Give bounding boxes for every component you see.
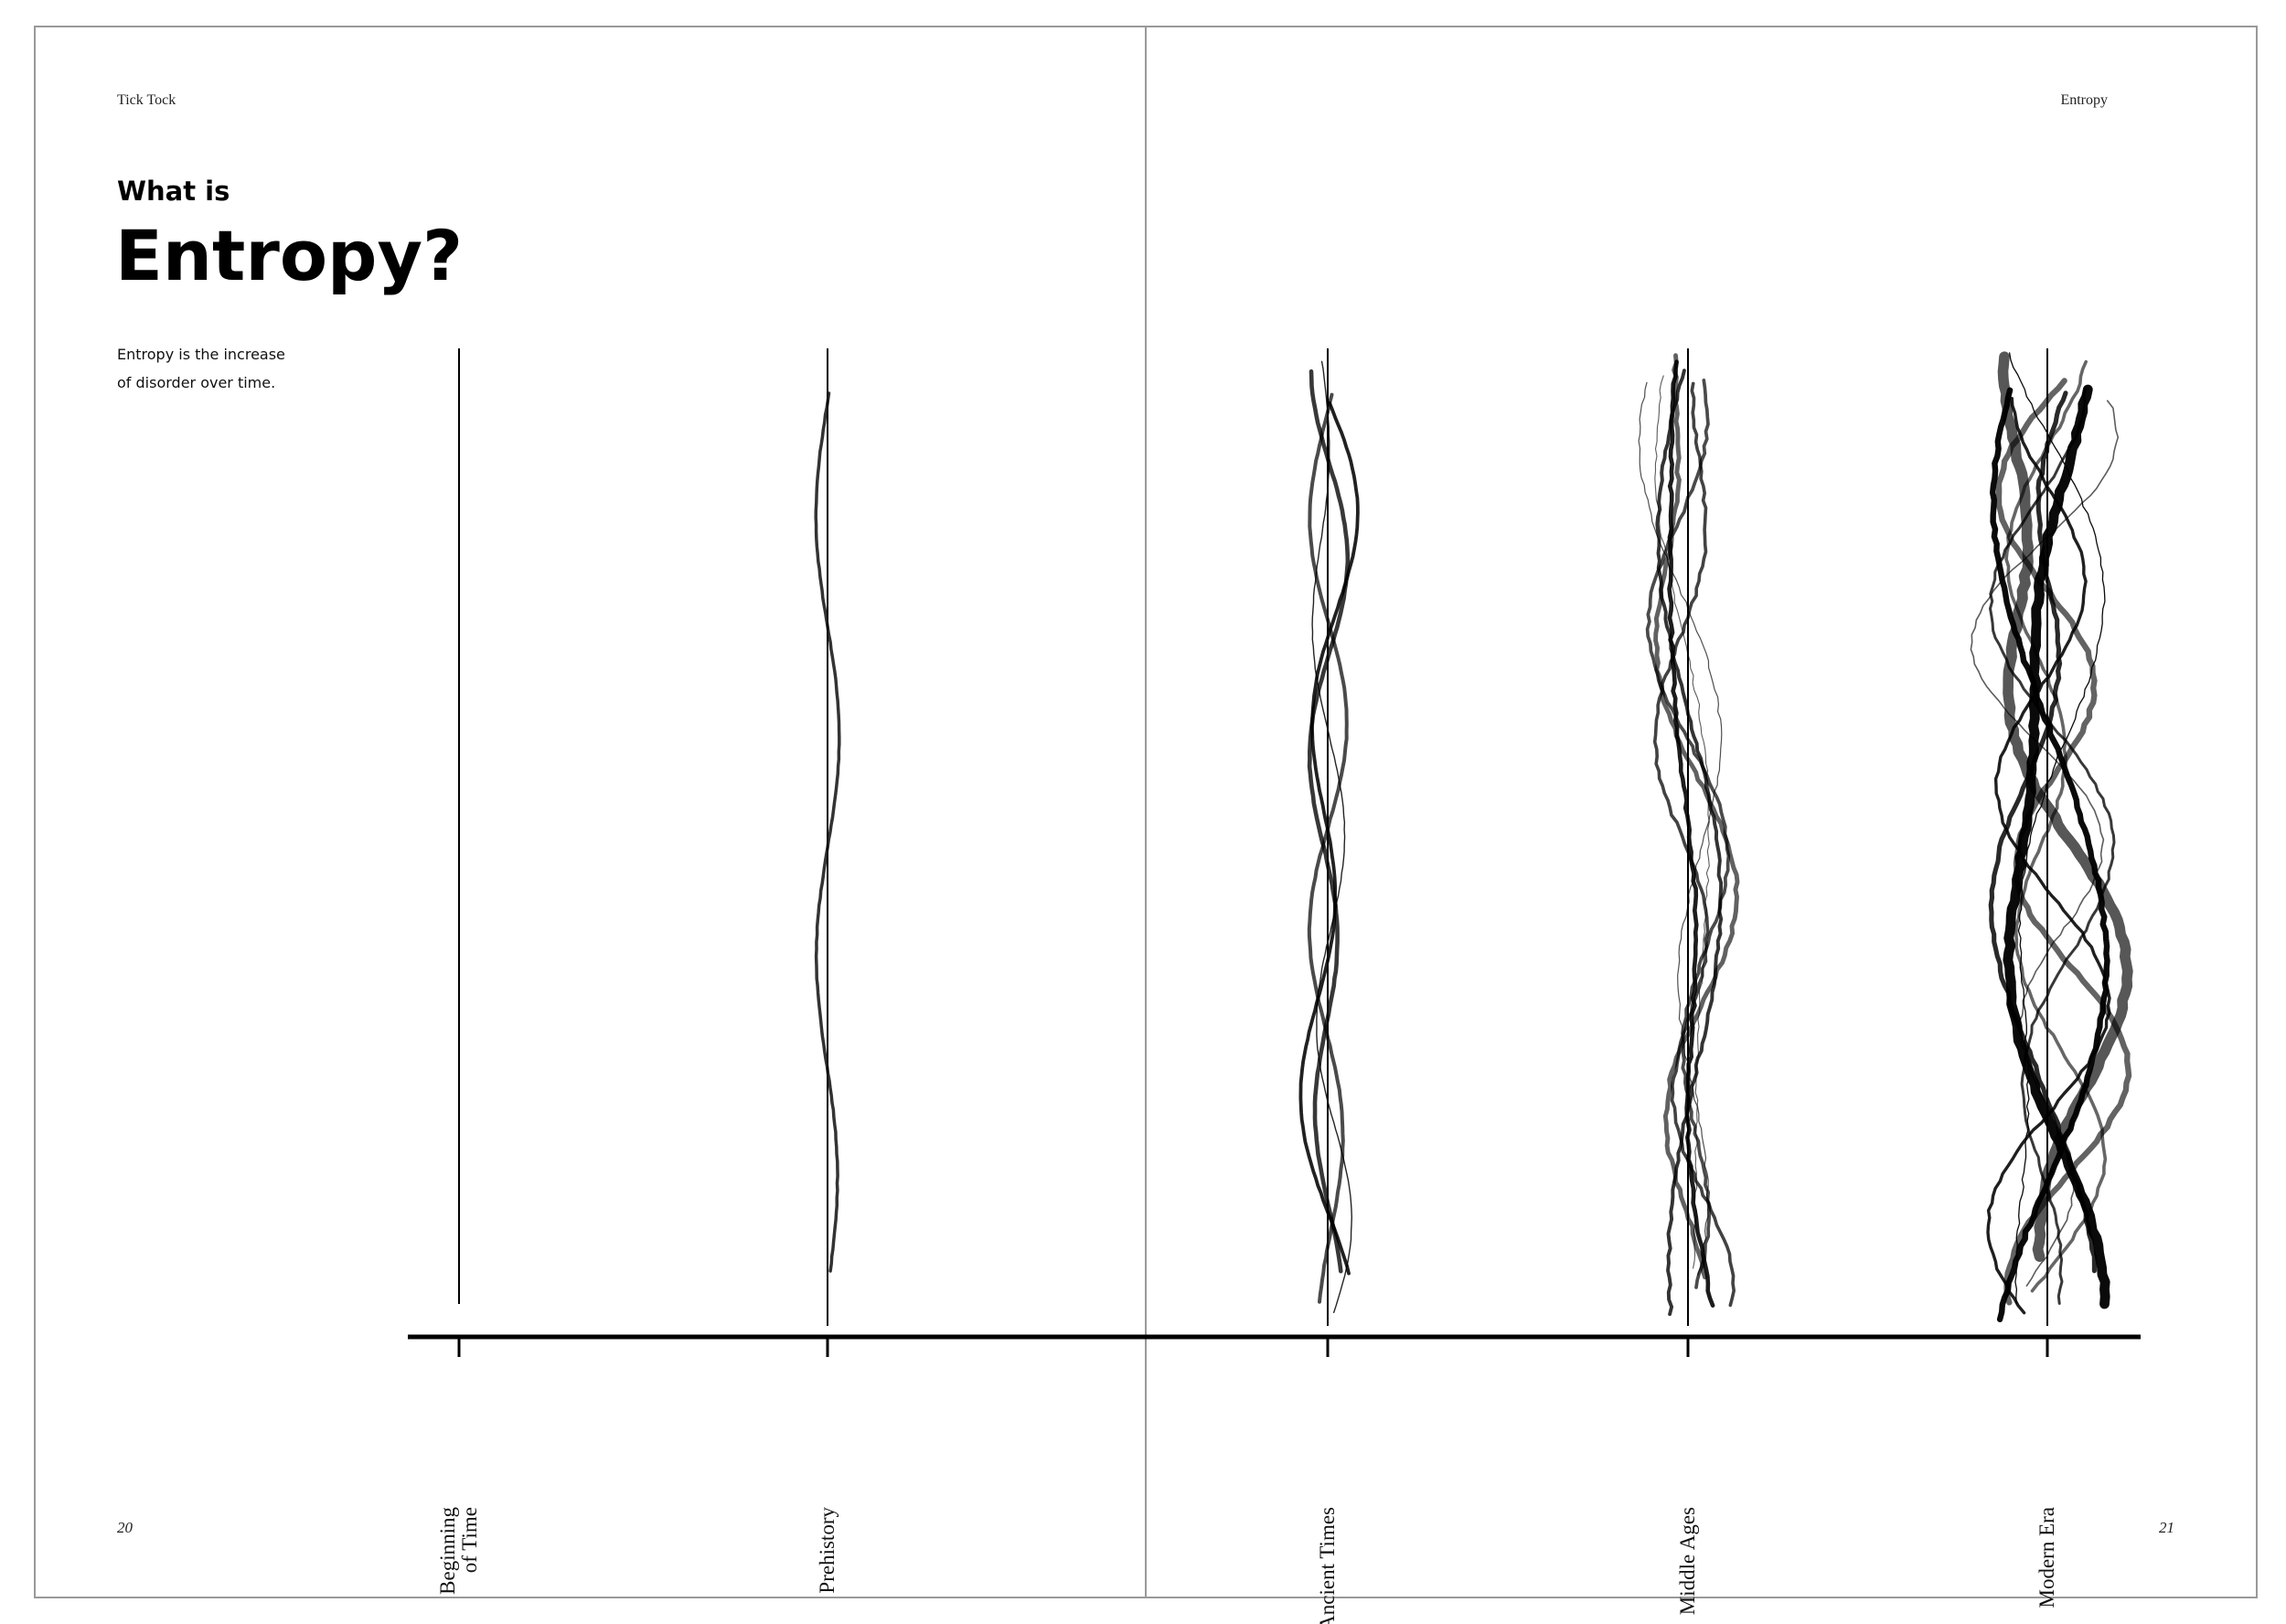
heading-kicker: What is — [117, 176, 230, 207]
heading-title: Entropy? — [115, 215, 463, 296]
era-label: Middle Ages — [1676, 1507, 1699, 1615]
page-number: 21 — [2159, 1519, 2174, 1536]
strand — [1655, 369, 1724, 1317]
strand — [1988, 390, 2097, 1274]
strand — [1986, 397, 2111, 1315]
eras: Beginning of Time Prehistory Ancient Times M… — [436, 348, 2133, 1624]
strand — [1653, 353, 1740, 1280]
era-label: of Time — [458, 1507, 481, 1573]
strand — [1307, 369, 1351, 1274]
strand — [2004, 359, 2108, 1293]
running-head-right: Entropy — [2060, 92, 2108, 108]
strand — [1638, 381, 1723, 1276]
strand — [1307, 392, 1349, 1304]
intro-line: of disorder over time. — [117, 374, 275, 391]
strand — [1298, 401, 1360, 1276]
running-head-left: Tick Tock — [117, 92, 176, 108]
intro-line: Entropy is the increase — [117, 346, 285, 363]
era-label: Beginning — [436, 1507, 459, 1595]
strand — [1970, 400, 2120, 1287]
strand — [1311, 360, 1352, 1313]
era-label: Modern Era — [2035, 1507, 2058, 1608]
strand — [1990, 387, 2110, 1322]
strand — [2008, 352, 2106, 1305]
strand — [1989, 388, 2116, 1305]
strand — [814, 391, 841, 1273]
page-number: 20 — [117, 1519, 134, 1536]
era-label: Prehistory — [816, 1507, 839, 1594]
strand — [1652, 381, 1736, 1308]
strand — [1654, 375, 1710, 1269]
era-label: Ancient Times — [1316, 1507, 1339, 1624]
